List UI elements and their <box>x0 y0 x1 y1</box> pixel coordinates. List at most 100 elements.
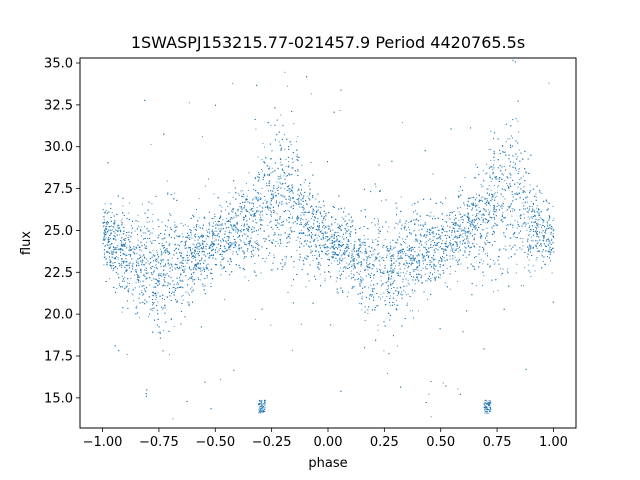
data-point <box>509 245 511 246</box>
data-point <box>404 222 406 224</box>
data-point <box>524 267 526 269</box>
data-point <box>253 270 255 272</box>
data-point <box>181 295 183 297</box>
data-point <box>132 294 134 296</box>
data-point <box>531 218 533 220</box>
data-point <box>424 242 426 244</box>
data-point <box>240 190 242 192</box>
data-point <box>287 210 289 212</box>
data-point <box>117 258 119 260</box>
data-point <box>489 266 490 268</box>
data-point <box>537 219 539 221</box>
data-point <box>188 237 190 239</box>
data-point <box>394 246 396 248</box>
data-point <box>442 203 443 205</box>
data-point <box>310 249 312 251</box>
data-point <box>284 172 286 174</box>
data-point <box>281 164 283 165</box>
data-point <box>364 238 366 240</box>
data-point <box>236 221 238 223</box>
data-point <box>328 253 330 255</box>
data-point <box>232 196 234 198</box>
data-point <box>123 245 125 247</box>
data-point <box>552 233 554 235</box>
data-point <box>146 241 147 243</box>
data-point <box>371 287 373 289</box>
data-point <box>139 247 141 248</box>
data-point <box>468 244 470 246</box>
data-point <box>316 237 318 239</box>
data-point <box>394 268 396 270</box>
data-point <box>126 282 128 284</box>
data-point <box>263 146 265 148</box>
data-point <box>119 249 121 250</box>
data-point <box>152 240 154 242</box>
data-point <box>386 296 388 298</box>
data-point <box>104 203 106 205</box>
data-point <box>417 269 419 271</box>
data-point <box>516 249 518 251</box>
data-point <box>135 282 137 284</box>
data-point <box>295 202 296 204</box>
data-point <box>330 262 332 264</box>
data-point <box>337 247 338 249</box>
data-point <box>213 254 214 255</box>
data-point <box>220 241 222 243</box>
data-point <box>131 293 133 295</box>
data-point <box>342 236 344 238</box>
data-point <box>257 255 259 257</box>
data-point <box>161 244 163 246</box>
data-point <box>158 277 160 279</box>
data-point <box>482 263 484 265</box>
data-point <box>289 211 291 212</box>
data-point <box>477 204 479 206</box>
data-point <box>337 260 339 262</box>
data-point <box>300 229 302 231</box>
data-point <box>449 288 451 290</box>
data-point <box>487 220 489 222</box>
data-point <box>389 295 391 297</box>
data-point <box>270 324 272 326</box>
data-point <box>340 244 342 246</box>
data-point <box>396 345 398 347</box>
data-point <box>245 256 247 258</box>
data-point <box>353 250 355 252</box>
data-point <box>339 235 341 237</box>
data-point <box>129 202 130 204</box>
data-point <box>146 221 148 223</box>
data-point <box>150 143 152 145</box>
data-point <box>307 224 309 226</box>
data-point <box>232 224 234 226</box>
data-point <box>462 233 464 235</box>
data-point <box>324 237 326 239</box>
data-point <box>336 239 338 241</box>
data-point <box>186 258 188 260</box>
data-point <box>508 257 510 259</box>
data-point <box>315 233 317 235</box>
data-point <box>375 305 377 307</box>
data-point <box>329 271 331 273</box>
data-point <box>182 294 184 296</box>
data-point <box>103 236 105 238</box>
data-point <box>301 164 303 166</box>
data-point <box>163 237 165 239</box>
data-point <box>126 264 128 266</box>
data-point <box>489 205 491 207</box>
data-point <box>199 269 201 271</box>
data-point <box>442 240 444 242</box>
data-point <box>427 215 429 217</box>
data-point <box>539 216 541 218</box>
data-point <box>478 213 479 215</box>
data-point <box>232 211 234 213</box>
data-point <box>156 252 158 253</box>
data-point <box>150 242 152 244</box>
data-point <box>454 222 456 224</box>
data-point <box>258 199 260 201</box>
data-point <box>443 251 444 252</box>
data-point <box>517 186 519 188</box>
data-point <box>412 269 414 271</box>
data-point <box>114 221 116 223</box>
data-point <box>393 258 395 259</box>
data-point <box>303 205 305 207</box>
data-point <box>333 260 335 262</box>
